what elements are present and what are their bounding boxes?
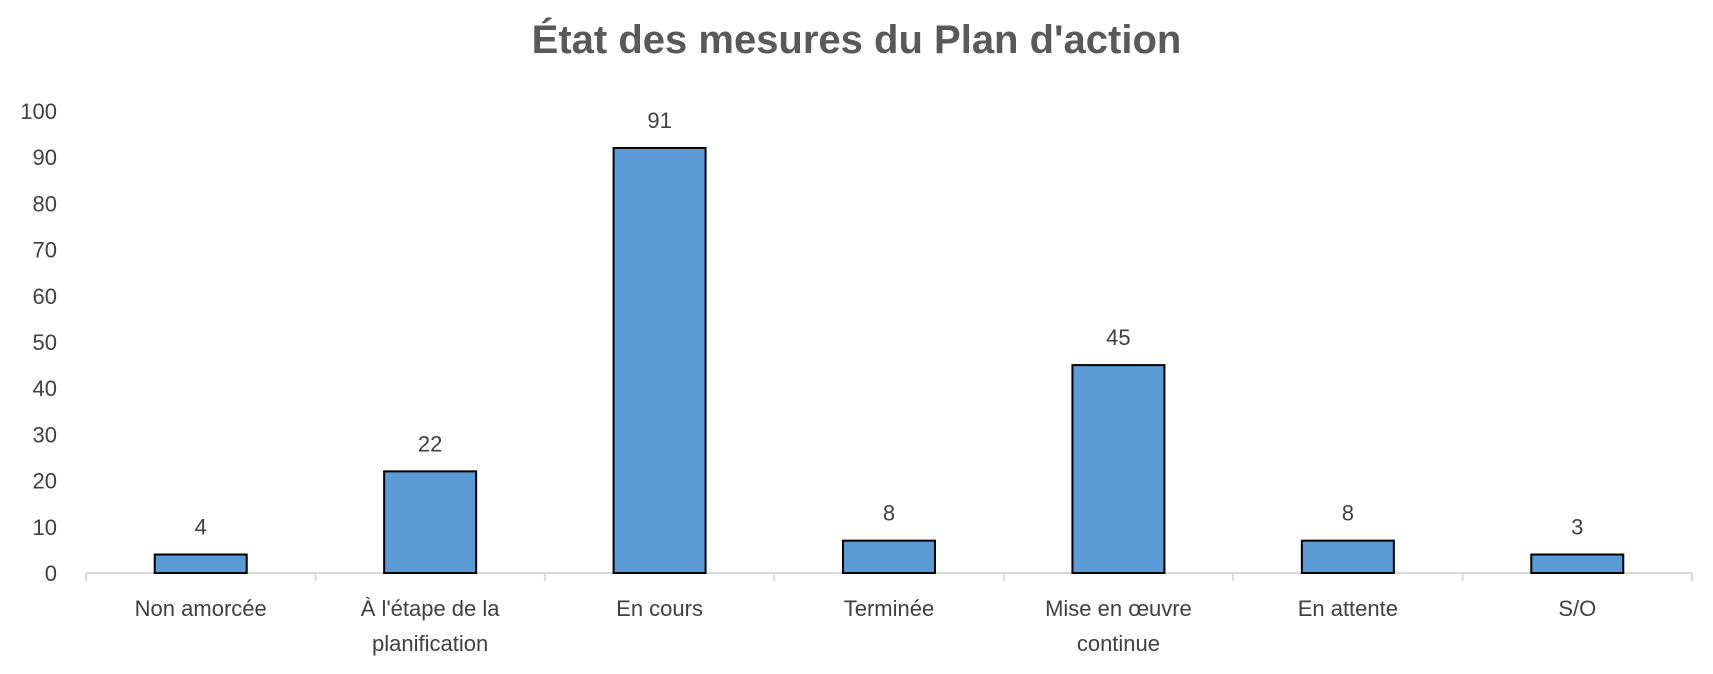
bar-data-label: 45 [1106, 325, 1130, 350]
x-category-label: Non amorcée [135, 596, 267, 621]
x-category-label: Mise en œuvre continue [1045, 596, 1192, 656]
x-category-label: En cours [616, 596, 703, 621]
chart-title: État des mesures du Plan d'action [531, 18, 1182, 62]
bar [842, 539, 936, 574]
x-category-label: S/O [1558, 596, 1596, 621]
bar-data-label: 3 [1571, 515, 1583, 540]
bar-data-label: 8 [1342, 501, 1354, 526]
bar [1300, 539, 1395, 574]
y-tick-label: 20 [33, 469, 57, 494]
bar-data-label: 91 [647, 108, 671, 133]
bar-data-label: 22 [418, 431, 442, 456]
y-tick-label: 30 [33, 422, 57, 447]
y-tick-label: 60 [33, 284, 57, 309]
y-tick-label: 50 [33, 330, 57, 355]
y-tick-label: 100 [20, 99, 57, 124]
x-category-label: En attente [1298, 596, 1398, 621]
bar [153, 553, 248, 575]
bar [1071, 364, 1166, 574]
y-tick-label: 80 [33, 191, 57, 216]
y-tick-label: 90 [33, 145, 57, 170]
y-tick-label: 10 [33, 515, 57, 540]
bar [1530, 553, 1625, 575]
x-category-label: Terminée [844, 596, 934, 621]
y-tick-label: 70 [33, 238, 57, 263]
x-category-label: À l'étape de la planification [361, 596, 501, 656]
bar [383, 470, 478, 574]
y-tick-label: 40 [33, 376, 57, 401]
bar-data-label: 4 [195, 515, 207, 540]
y-tick-label: 0 [45, 561, 57, 586]
bar-data-label: 8 [883, 501, 895, 526]
bar [612, 146, 707, 575]
